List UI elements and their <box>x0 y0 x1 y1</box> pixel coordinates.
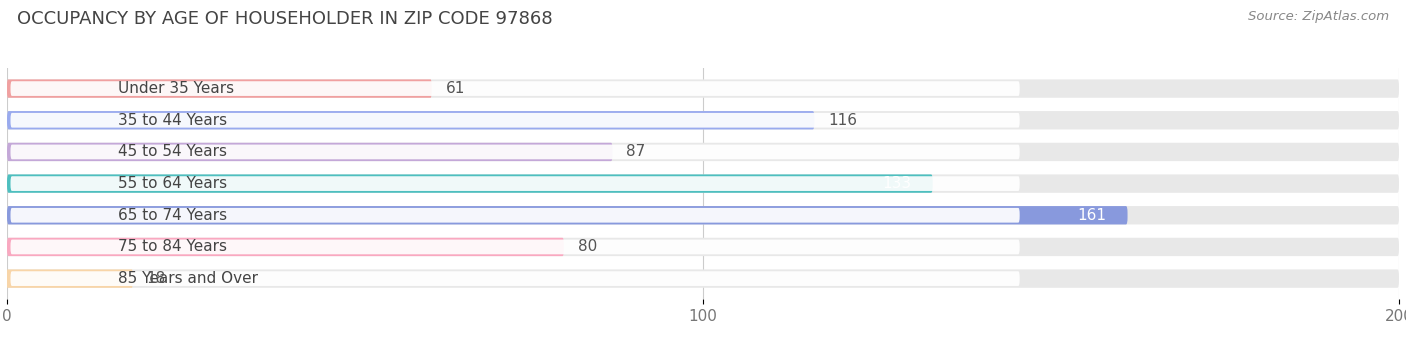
Text: 75 to 84 Years: 75 to 84 Years <box>118 239 228 254</box>
Text: Under 35 Years: Under 35 Years <box>118 81 235 96</box>
FancyBboxPatch shape <box>10 208 1019 223</box>
Text: 116: 116 <box>828 113 858 128</box>
FancyBboxPatch shape <box>7 238 1399 256</box>
Text: 45 to 54 Years: 45 to 54 Years <box>118 144 228 159</box>
Text: 87: 87 <box>627 144 645 159</box>
Text: 35 to 44 Years: 35 to 44 Years <box>118 113 228 128</box>
FancyBboxPatch shape <box>10 81 1019 96</box>
FancyBboxPatch shape <box>10 113 1019 128</box>
FancyBboxPatch shape <box>10 240 1019 254</box>
Text: 85 Years and Over: 85 Years and Over <box>118 271 259 286</box>
Text: 133: 133 <box>883 176 912 191</box>
Text: 65 to 74 Years: 65 to 74 Years <box>118 208 228 223</box>
FancyBboxPatch shape <box>7 269 1399 288</box>
Text: Source: ZipAtlas.com: Source: ZipAtlas.com <box>1249 10 1389 23</box>
FancyBboxPatch shape <box>7 111 1399 130</box>
FancyBboxPatch shape <box>7 206 1128 224</box>
Text: 55 to 64 Years: 55 to 64 Years <box>118 176 228 191</box>
Text: 61: 61 <box>446 81 465 96</box>
Text: 161: 161 <box>1077 208 1107 223</box>
FancyBboxPatch shape <box>7 238 564 256</box>
FancyBboxPatch shape <box>7 80 1399 98</box>
Text: 80: 80 <box>578 239 598 254</box>
FancyBboxPatch shape <box>7 269 132 288</box>
FancyBboxPatch shape <box>7 111 814 130</box>
Text: OCCUPANCY BY AGE OF HOUSEHOLDER IN ZIP CODE 97868: OCCUPANCY BY AGE OF HOUSEHOLDER IN ZIP C… <box>17 10 553 28</box>
FancyBboxPatch shape <box>10 144 1019 159</box>
FancyBboxPatch shape <box>10 271 1019 286</box>
FancyBboxPatch shape <box>7 174 932 193</box>
FancyBboxPatch shape <box>7 206 1399 224</box>
Text: 18: 18 <box>146 271 166 286</box>
FancyBboxPatch shape <box>7 143 1399 161</box>
FancyBboxPatch shape <box>7 174 1399 193</box>
FancyBboxPatch shape <box>10 176 1019 191</box>
FancyBboxPatch shape <box>7 143 613 161</box>
FancyBboxPatch shape <box>7 80 432 98</box>
